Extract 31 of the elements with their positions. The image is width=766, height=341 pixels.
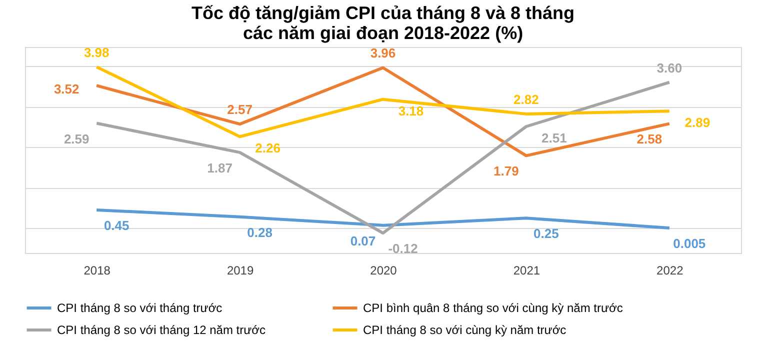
data-label: 0.28 xyxy=(247,224,272,240)
data-label: 2.51 xyxy=(542,130,567,146)
data-label: 3.60 xyxy=(656,60,682,76)
data-label: 2.26 xyxy=(255,140,280,156)
data-label: 0.005 xyxy=(673,236,706,251)
data-label: 2.57 xyxy=(227,102,252,118)
data-label: 2.89 xyxy=(684,115,710,130)
data-label: 2.58 xyxy=(636,132,662,147)
text: Tốc độ tăng/giảm CPI của tháng 8 và 8 tháng xyxy=(191,2,575,23)
data-label: 2.59 xyxy=(64,131,90,146)
x-tick-label: 2022 xyxy=(656,264,684,278)
data-label: 3.98 xyxy=(84,44,110,60)
data-label: 2.82 xyxy=(514,92,539,107)
data-label: 0.45 xyxy=(104,218,130,233)
data-label: 1.87 xyxy=(207,160,232,176)
data-label: 3.96 xyxy=(370,46,396,61)
data-label: -0.12 xyxy=(388,241,418,256)
legend-label: CPI tháng 8 so với tháng trước xyxy=(57,301,222,315)
legend-label: CPI tháng 8 so với cùng kỳ năm trước xyxy=(363,323,566,337)
x-tick-label: 2021 xyxy=(513,264,540,278)
data-label: 0.07 xyxy=(350,233,376,248)
data-label: 0.25 xyxy=(534,226,559,242)
legend-label: CPI bình quân 8 tháng so với cùng kỳ năm trước xyxy=(363,301,623,315)
data-label: 3.18 xyxy=(398,103,424,118)
x-tick-label: 2020 xyxy=(370,264,398,278)
x-tick-label: 2018 xyxy=(84,264,111,278)
data-label: 1.79 xyxy=(494,164,519,179)
legend-label: CPI tháng 8 so với tháng 12 năm trước xyxy=(57,323,266,337)
x-tick-label: 2019 xyxy=(226,264,254,278)
data-label: 3.52 xyxy=(54,82,80,97)
text: các năm giai đoạn 2018-2022 (%) xyxy=(242,22,524,43)
